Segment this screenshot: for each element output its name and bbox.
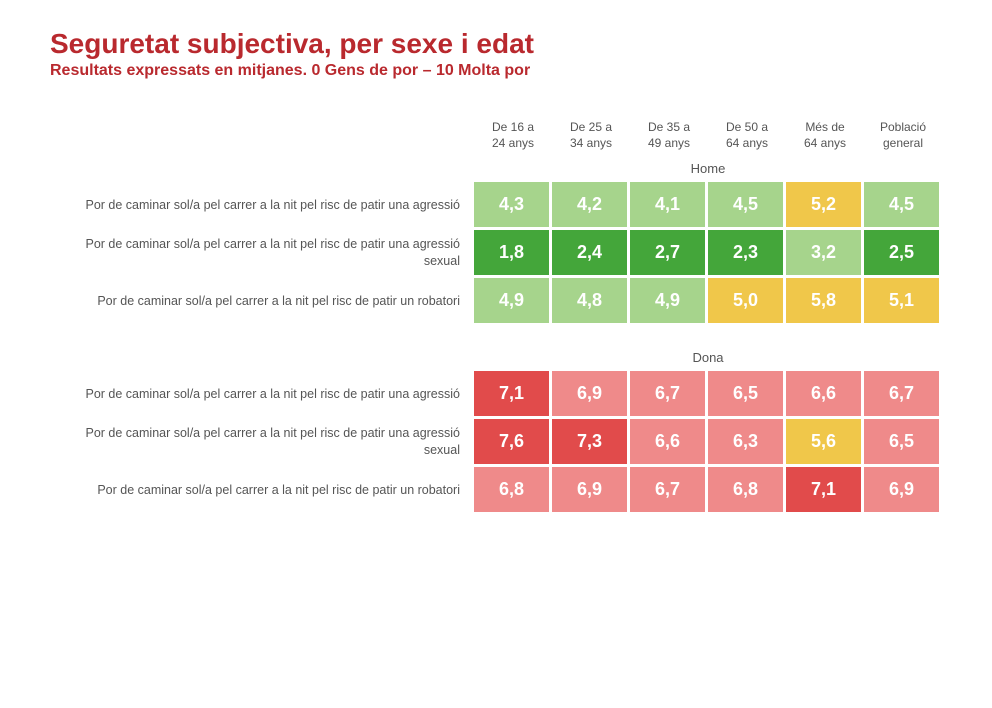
row-label: Por de caminar sol/a pel carrer a la nit… <box>50 425 474 458</box>
heatmap-cell: 5,2 <box>786 182 861 227</box>
row-cells: 1,82,42,72,33,22,5 <box>474 230 942 275</box>
heatmap-cell: 6,9 <box>552 467 627 512</box>
column-header: De 50 a64 anys <box>708 120 786 151</box>
heatmap-cell: 5,6 <box>786 419 861 464</box>
group-label-row: Home <box>50 161 942 176</box>
group-label: Home <box>474 161 942 176</box>
row-label: Por de caminar sol/a pel carrer a la nit… <box>50 236 474 269</box>
heatmap-cell: 4,5 <box>708 182 783 227</box>
page-subtitle: Resultats expressats en mitjanes. 0 Gens… <box>50 62 942 80</box>
heatmap-cell: 6,7 <box>630 467 705 512</box>
heatmap-cell: 7,1 <box>474 371 549 416</box>
group-label-spacer <box>50 161 474 176</box>
column-header: De 35 a49 anys <box>630 120 708 151</box>
heatmap-cell: 5,8 <box>786 278 861 323</box>
heatmap-cell: 6,3 <box>708 419 783 464</box>
heatmap-cell: 3,2 <box>786 230 861 275</box>
table-row: Por de caminar sol/a pel carrer a la nit… <box>50 230 942 275</box>
heatmap-cell: 6,9 <box>864 467 939 512</box>
column-header: Població general <box>864 120 942 151</box>
table-row: Por de caminar sol/a pel carrer a la nit… <box>50 419 942 464</box>
column-headers-row: De 16 a24 anysDe 25 a34 anysDe 35 a49 an… <box>50 120 942 151</box>
group-label: Dona <box>474 350 942 365</box>
group-gap <box>50 326 942 344</box>
group-label-spacer <box>50 350 474 365</box>
heatmap-cell: 2,7 <box>630 230 705 275</box>
heatmap-cell: 7,6 <box>474 419 549 464</box>
heatmap: De 16 a24 anysDe 25 a34 anysDe 35 a49 an… <box>50 120 942 515</box>
row-cells: 4,34,24,14,55,24,5 <box>474 182 942 227</box>
row-cells: 6,86,96,76,87,16,9 <box>474 467 942 512</box>
heatmap-cell: 2,3 <box>708 230 783 275</box>
heatmap-cell: 6,8 <box>708 467 783 512</box>
row-label: Por de caminar sol/a pel carrer a la nit… <box>50 293 474 309</box>
chart-container: Seguretat subjectiva, per sexe i edat Re… <box>0 0 992 515</box>
page-title: Seguretat subjectiva, per sexe i edat <box>50 28 942 60</box>
heatmap-cell: 4,8 <box>552 278 627 323</box>
heatmap-cell: 6,6 <box>630 419 705 464</box>
heatmap-cell: 2,4 <box>552 230 627 275</box>
group-label-row: Dona <box>50 350 942 365</box>
heatmap-cell: 6,7 <box>864 371 939 416</box>
row-cells: 7,67,36,66,35,66,5 <box>474 419 942 464</box>
table-row: Por de caminar sol/a pel carrer a la nit… <box>50 278 942 323</box>
heatmap-cell: 2,5 <box>864 230 939 275</box>
heatmap-cell: 4,2 <box>552 182 627 227</box>
table-row: Por de caminar sol/a pel carrer a la nit… <box>50 371 942 416</box>
heatmap-cell: 4,3 <box>474 182 549 227</box>
row-label: Por de caminar sol/a pel carrer a la nit… <box>50 386 474 402</box>
heatmap-cell: 6,5 <box>864 419 939 464</box>
heatmap-cell: 6,6 <box>786 371 861 416</box>
heatmap-cell: 5,0 <box>708 278 783 323</box>
heatmap-cell: 1,8 <box>474 230 549 275</box>
table-row: Por de caminar sol/a pel carrer a la nit… <box>50 467 942 512</box>
row-label: Por de caminar sol/a pel carrer a la nit… <box>50 197 474 213</box>
heatmap-cell: 4,1 <box>630 182 705 227</box>
heatmap-cell: 6,8 <box>474 467 549 512</box>
row-label: Por de caminar sol/a pel carrer a la nit… <box>50 482 474 498</box>
heatmap-cell: 7,1 <box>786 467 861 512</box>
column-header: De 25 a34 anys <box>552 120 630 151</box>
table-row: Por de caminar sol/a pel carrer a la nit… <box>50 182 942 227</box>
column-header: De 16 a24 anys <box>474 120 552 151</box>
heatmap-cell: 7,3 <box>552 419 627 464</box>
heatmap-cell: 4,5 <box>864 182 939 227</box>
heatmap-cell: 5,1 <box>864 278 939 323</box>
row-cells: 7,16,96,76,56,66,7 <box>474 371 942 416</box>
heatmap-cell: 4,9 <box>474 278 549 323</box>
column-header: Més de64 anys <box>786 120 864 151</box>
heatmap-cell: 6,5 <box>708 371 783 416</box>
heatmap-cell: 6,9 <box>552 371 627 416</box>
heatmap-cell: 4,9 <box>630 278 705 323</box>
heatmap-cell: 6,7 <box>630 371 705 416</box>
header-spacer <box>50 120 474 151</box>
row-cells: 4,94,84,95,05,85,1 <box>474 278 942 323</box>
